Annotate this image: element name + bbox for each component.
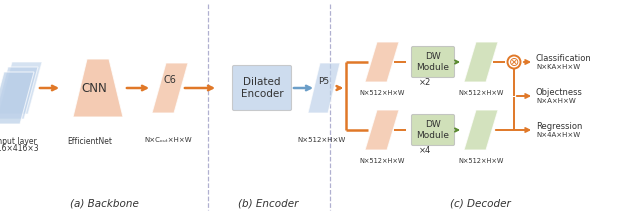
Text: DW
Module: DW Module [417,120,449,140]
Text: Input layer: Input layer [0,137,37,146]
Text: N×512×H×W: N×512×H×W [458,90,504,96]
Polygon shape [0,62,42,114]
Text: ×2: ×2 [419,78,431,87]
Text: Objectness: Objectness [536,87,583,97]
Text: N×Cₒᵤₜ×H×W: N×Cₒᵤₜ×H×W [144,137,192,143]
Polygon shape [464,42,498,82]
Polygon shape [0,72,34,124]
Polygon shape [365,110,399,150]
Text: N×A×H×W: N×A×H×W [536,98,576,104]
Text: N×4A×H×W: N×4A×H×W [536,132,580,138]
Text: N×512×H×W: N×512×H×W [359,158,404,164]
Polygon shape [73,59,123,117]
Polygon shape [308,63,340,113]
Text: ⊗: ⊗ [509,56,519,69]
Text: N×512×H×W: N×512×H×W [298,137,346,143]
Text: Dilated
Encoder: Dilated Encoder [241,77,284,99]
Text: DW
Module: DW Module [417,52,449,72]
Polygon shape [152,63,188,113]
Text: (a) Backbone: (a) Backbone [70,198,138,208]
Polygon shape [365,42,399,82]
Text: EfficientNet: EfficientNet [67,137,113,146]
Text: CNN: CNN [81,81,107,95]
Text: 416×416×3: 416×416×3 [0,144,39,153]
Text: Classification: Classification [536,54,592,63]
Text: P5: P5 [319,77,330,85]
Text: N×512×H×W: N×512×H×W [458,158,504,164]
FancyBboxPatch shape [412,46,454,77]
FancyBboxPatch shape [232,65,291,111]
Text: N×KA×H×W: N×KA×H×W [536,64,580,70]
Text: (b) Encoder: (b) Encoder [238,198,298,208]
Polygon shape [0,67,38,119]
Polygon shape [464,110,498,150]
Text: (c) Decoder: (c) Decoder [450,198,510,208]
Circle shape [508,56,520,69]
Text: ×4: ×4 [419,146,431,155]
Text: Regression: Regression [536,121,582,131]
Text: C6: C6 [164,75,177,85]
Text: N×512×H×W: N×512×H×W [359,90,404,96]
FancyBboxPatch shape [412,115,454,145]
